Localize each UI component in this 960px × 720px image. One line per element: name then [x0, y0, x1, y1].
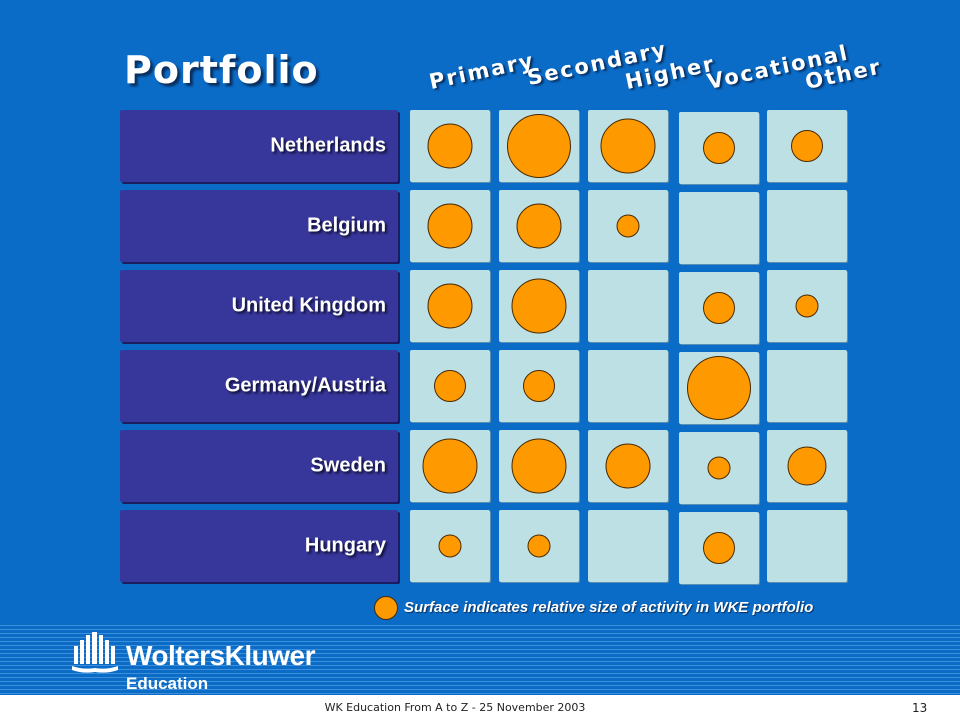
row-label-text: Sweden — [310, 454, 386, 477]
matrix-cell — [679, 192, 759, 264]
row-label: Netherlands — [120, 110, 398, 182]
activity-bubble — [427, 203, 473, 249]
matrix-cell — [588, 270, 668, 342]
activity-bubble — [703, 292, 735, 324]
matrix-cell — [499, 270, 579, 342]
matrix-cell — [410, 430, 490, 502]
activity-bubble — [703, 132, 735, 164]
activity-bubble — [707, 456, 731, 480]
matrix-cell — [588, 190, 668, 262]
matrix-cell — [679, 272, 759, 344]
wolters-kluwer-logo-icon — [72, 632, 118, 673]
matrix-cell — [767, 430, 847, 502]
legend-text: Surface indicates relative size of activ… — [404, 599, 814, 616]
activity-bubble — [434, 370, 466, 402]
row-label: Belgium — [120, 190, 398, 262]
row-label-text: United Kingdom — [231, 294, 386, 317]
activity-bubble — [523, 370, 555, 402]
matrix-cell — [767, 270, 847, 342]
row-label-text: Hungary — [304, 534, 386, 557]
row-label: Germany/Austria — [120, 350, 398, 422]
matrix-cell — [679, 112, 759, 184]
page-number: 13 — [912, 701, 928, 715]
matrix-cell — [588, 350, 668, 422]
activity-bubble — [616, 214, 640, 238]
matrix-cell — [410, 510, 490, 582]
activity-bubble — [507, 114, 571, 178]
division-name: Education — [126, 674, 209, 693]
activity-bubble — [511, 278, 567, 334]
matrix-cell — [767, 350, 847, 422]
row-label-text: Netherlands — [270, 134, 386, 157]
slide: Portfolio Primary Secondary Higher Vocation… — [0, 0, 960, 695]
matrix-cell — [410, 190, 490, 262]
matrix-cell — [410, 110, 490, 182]
matrix-cell — [410, 350, 490, 422]
activity-bubble — [787, 446, 827, 486]
matrix-cell — [588, 430, 668, 502]
matrix-cell — [499, 110, 579, 182]
activity-bubble — [427, 283, 473, 329]
footer-text: WK Education From A to Z - 25 November 2… — [324, 701, 586, 714]
matrix-cell — [679, 432, 759, 504]
activity-bubble — [427, 123, 473, 169]
row-label: Sweden — [120, 430, 398, 502]
matrix-cell — [499, 510, 579, 582]
activity-bubble — [516, 203, 562, 249]
activity-bubble — [703, 532, 735, 564]
matrix-cell — [767, 190, 847, 262]
activity-bubble — [687, 356, 751, 420]
matrix-cell — [588, 510, 668, 582]
activity-bubble — [605, 443, 651, 489]
matrix-cell — [499, 190, 579, 262]
row-label-text: Germany/Austria — [224, 374, 386, 397]
activity-bubble — [511, 438, 567, 494]
matrix-cell — [588, 110, 668, 182]
row-label-text: Belgium — [307, 214, 386, 237]
row-label: United Kingdom — [120, 270, 398, 342]
company-name: WoltersKluwer — [126, 640, 316, 671]
matrix-cell — [679, 352, 759, 424]
matrix-cell — [499, 430, 579, 502]
matrix-cell — [410, 270, 490, 342]
activity-bubble — [791, 130, 823, 162]
footer-stripes — [0, 622, 960, 695]
slide-title: Portfolio — [124, 48, 319, 92]
activity-bubble — [422, 438, 478, 494]
matrix-cell — [499, 350, 579, 422]
column-header-0: Primary — [427, 48, 537, 94]
activity-bubble — [600, 118, 656, 174]
matrix-cell — [679, 512, 759, 584]
legend-bubble-icon — [374, 596, 398, 620]
row-label: Hungary — [120, 510, 398, 582]
activity-bubble — [438, 534, 462, 558]
activity-bubble — [795, 294, 819, 318]
matrix-cell — [767, 110, 847, 182]
activity-bubble — [527, 534, 551, 558]
matrix-cell — [767, 510, 847, 582]
